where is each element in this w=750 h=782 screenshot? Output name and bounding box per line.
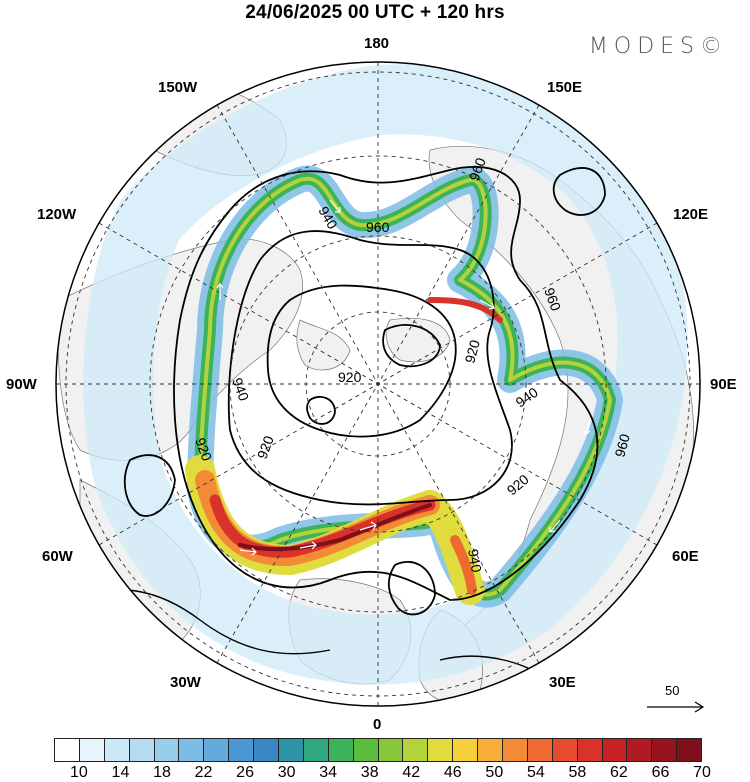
colorbar-cell — [104, 739, 130, 761]
lon-label-60e: 60E — [672, 548, 699, 565]
colorbar-tick-label: 38 — [360, 764, 379, 781]
colorbar-tick-label: 46 — [443, 764, 462, 781]
contour-label: 920 — [338, 369, 362, 385]
wind-speed-shading — [83, 64, 688, 685]
contour-label: 920 — [254, 433, 277, 461]
colorbar-cell — [279, 739, 304, 761]
colorbar-cell — [303, 739, 329, 761]
reference-vector-label: 50 — [665, 683, 680, 698]
colorbar-cell — [627, 739, 653, 761]
colorbar-cell — [378, 739, 404, 761]
lon-label-150w: 150W — [158, 79, 198, 96]
contour-label: 960 — [611, 432, 633, 459]
colorbar-cell — [55, 739, 80, 761]
colorbar-cell — [229, 739, 255, 761]
colorbar-cell — [552, 739, 578, 761]
colorbar-tick-label: 30 — [277, 764, 296, 781]
colorbar-tick-label: 66 — [651, 764, 670, 781]
contour-label: 940 — [465, 548, 485, 574]
lon-label-120w: 120W — [37, 206, 77, 223]
lon-label-0: 0 — [373, 716, 382, 733]
graticule — [56, 62, 700, 706]
contour-label: 920 — [461, 338, 483, 365]
colorbar-tick-label: 10 — [70, 764, 88, 781]
colorbar-tick-label: 42 — [402, 764, 421, 781]
colorbar-cell — [204, 739, 230, 761]
contour-label: 960 — [366, 219, 390, 235]
colorbar-tick-label: 26 — [236, 764, 254, 781]
colorbar-cell — [403, 739, 429, 761]
colorbar-tick-label: 50 — [485, 764, 504, 781]
lon-label-90e: 90E — [710, 376, 737, 393]
colorbar-cell — [478, 739, 504, 761]
colorbar-cell — [527, 739, 553, 761]
colorbar — [54, 738, 702, 762]
lon-label-30w: 30W — [170, 674, 201, 691]
colorbar-cell — [577, 739, 603, 761]
map-title: 24/06/2025 00 UTC + 120 hrs — [245, 2, 505, 23]
colorbar-cell — [179, 739, 205, 761]
colorbar-cell — [503, 739, 528, 761]
lon-label-180: 180 — [364, 35, 390, 52]
lon-label-30e: 30E — [549, 674, 576, 691]
contour-label: 920 — [192, 436, 215, 464]
colorbar-cell — [453, 739, 479, 761]
colorbar-tick-label: 58 — [568, 764, 587, 781]
colorbar-tick-label: 22 — [194, 764, 213, 781]
colorbar-tick-label: 34 — [319, 764, 338, 781]
colorbar-cell — [677, 739, 702, 761]
reference-vector-arrow-icon — [647, 701, 705, 713]
wind-vectors — [216, 199, 591, 556]
colorbar-cell — [328, 739, 354, 761]
colorbar-labels: 10 14 18 22 26 30 34 38 42 46 50 54 58 62 66 70 — [54, 764, 711, 782]
colorbar-cell — [602, 739, 628, 761]
lon-label-120e: 120E — [673, 206, 709, 223]
lon-label-150e: 150E — [547, 79, 583, 96]
colorbar-cell — [353, 739, 379, 761]
colorbar-cell — [79, 739, 105, 761]
colorbar-cell — [154, 739, 180, 761]
contour-label: 940 — [229, 376, 252, 404]
colorbar-cell — [652, 739, 678, 761]
contour-label: 960 — [466, 155, 489, 183]
colorbar-tick-label: 54 — [526, 764, 545, 781]
lon-label-90w: 90W — [6, 376, 37, 393]
contour-label: 960 — [541, 286, 564, 314]
colorbar-tick-label: 18 — [153, 764, 171, 781]
colorbar-cell — [428, 739, 454, 761]
map-boundary — [55, 61, 701, 707]
colorbar-cell — [129, 739, 155, 761]
modes-logo: MODES© — [588, 34, 728, 59]
colorbar-tick-label: 14 — [111, 764, 130, 781]
colorbar-cell — [254, 739, 280, 761]
colorbar-tick-label: 62 — [610, 764, 628, 781]
lon-label-60w: 60W — [42, 548, 73, 565]
colorbar-tick-label: 70 — [693, 764, 711, 781]
polar-map: 960 960 940 960 920 920 940 920 940 920 … — [55, 61, 701, 707]
